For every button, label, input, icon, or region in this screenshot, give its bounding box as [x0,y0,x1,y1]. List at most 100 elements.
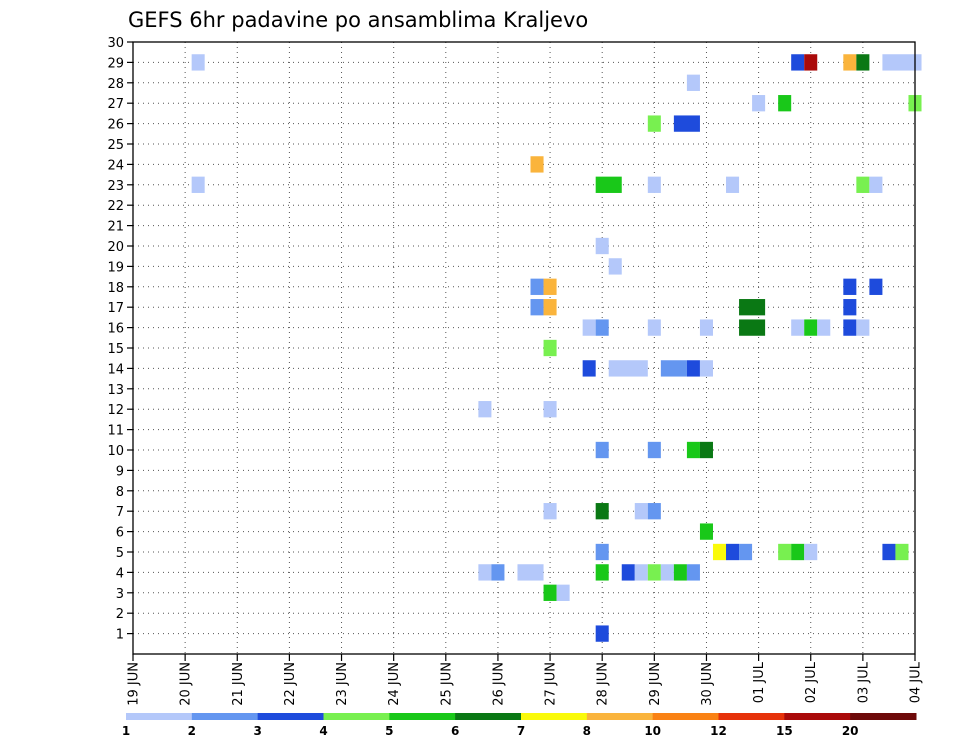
precip-cell [543,401,557,418]
x-tick-label: 19 JUN [127,662,142,706]
precip-cell [543,278,557,295]
precip-cell [530,278,544,295]
colorbar-label: 8 [583,724,591,738]
y-tick-label: 27 [107,97,124,112]
precip-cell [843,54,857,71]
precip-cell [478,401,492,418]
y-tick-label: 15 [107,342,124,357]
x-tick-label: 20 JUN [179,662,194,706]
x-tick-label: 29 JUN [648,662,663,706]
precip-cell [869,176,883,193]
y-tick-label: 7 [116,505,124,520]
precip-cell [595,176,622,193]
precip-cell [712,543,727,561]
precip-cell [647,319,661,336]
precip-cell [191,176,205,193]
y-tick-label: 4 [116,566,124,581]
colorbar-segment [389,713,456,720]
precip-cell [608,360,648,377]
y-tick-label: 17 [107,301,124,316]
chart-title: GEFS 6hr padavine po ansamblima Kraljevo [128,8,588,32]
y-tick-label: 11 [107,424,124,439]
precip-cell [856,54,870,71]
precip-cell [595,625,609,642]
precip-cell [478,564,492,581]
precip-cell [634,564,648,581]
precip-cell [804,54,818,71]
precip-cell [582,319,596,336]
colorbar-label: 2 [188,724,196,738]
precip-cell [699,441,713,459]
colorbar-segment [455,713,522,720]
precip-cell [804,319,818,336]
precip-cell [595,237,609,255]
x-tick-label: 24 JUN [387,662,402,706]
x-tick-label: 02 JUL [804,661,819,703]
precip-cell [673,564,687,581]
colorbar-label: 15 [776,724,793,738]
colorbar-label: 12 [710,724,727,738]
colorbar-label: 4 [319,724,327,738]
precip-cell [739,319,766,336]
precip-cell [817,319,831,336]
precip-cell [647,176,661,193]
precip-cell [621,564,635,581]
x-tick-label: 27 JUN [544,662,559,706]
precip-cell [791,319,805,336]
precip-cell [491,564,505,581]
precip-cell [634,503,648,520]
precip-cell [543,503,557,520]
y-tick-label: 12 [107,403,124,418]
precip-cell [673,115,700,132]
y-tick-label: 23 [107,179,124,194]
y-tick-label: 16 [107,322,124,337]
y-tick-label: 18 [107,281,124,296]
colorbar-segment [521,713,588,720]
y-axis: 1234567891011121314151617181920212223242… [107,36,133,643]
y-tick-label: 24 [107,158,124,173]
precip-cell [699,360,713,377]
precip-cell [660,564,674,581]
precip-cell [804,543,818,561]
y-tick-label: 25 [107,138,124,153]
precip-cell [543,339,557,357]
y-tick-label: 21 [107,220,124,235]
precip-cell [595,503,609,520]
y-tick-label: 20 [107,240,124,255]
precip-cell [647,115,661,132]
y-tick-label: 26 [107,118,124,133]
x-tick-label: 26 JUN [491,662,506,706]
precip-cell [739,543,753,561]
precip-cells [191,54,922,642]
precip-cell [647,503,661,520]
precip-cell [882,543,896,561]
colorbar-label: 6 [451,724,459,738]
precip-cell [843,299,857,316]
precip-cell [595,441,609,459]
colorbar: 1 2 3 4 5 6 7 8 10 12 15 20 [122,713,917,738]
colorbar-label: 3 [253,724,261,738]
precip-cell [752,95,766,112]
precip-cell [556,584,570,601]
y-tick-label: 8 [116,485,124,500]
x-tick-label: 04 JUL [909,661,924,703]
precip-cell [856,176,870,193]
y-tick-label: 9 [116,464,124,479]
precip-cell [686,74,700,91]
precip-cell [869,278,883,295]
y-tick-label: 10 [107,444,124,459]
y-tick-label: 30 [107,36,124,51]
colorbar-segment [191,713,259,720]
precip-cell [517,564,544,581]
precip-cell [647,564,661,581]
colorbar-segment [126,713,193,720]
colorbar-segment [718,713,785,720]
x-tick-label: 22 JUN [283,662,298,706]
y-tick-label: 6 [116,526,124,541]
y-tick-label: 2 [116,607,124,622]
precip-cell [791,543,805,561]
y-tick-label: 22 [107,199,124,214]
y-tick-label: 14 [107,362,124,377]
precip-cell [595,564,609,581]
x-tick-label: 28 JUN [596,662,611,706]
